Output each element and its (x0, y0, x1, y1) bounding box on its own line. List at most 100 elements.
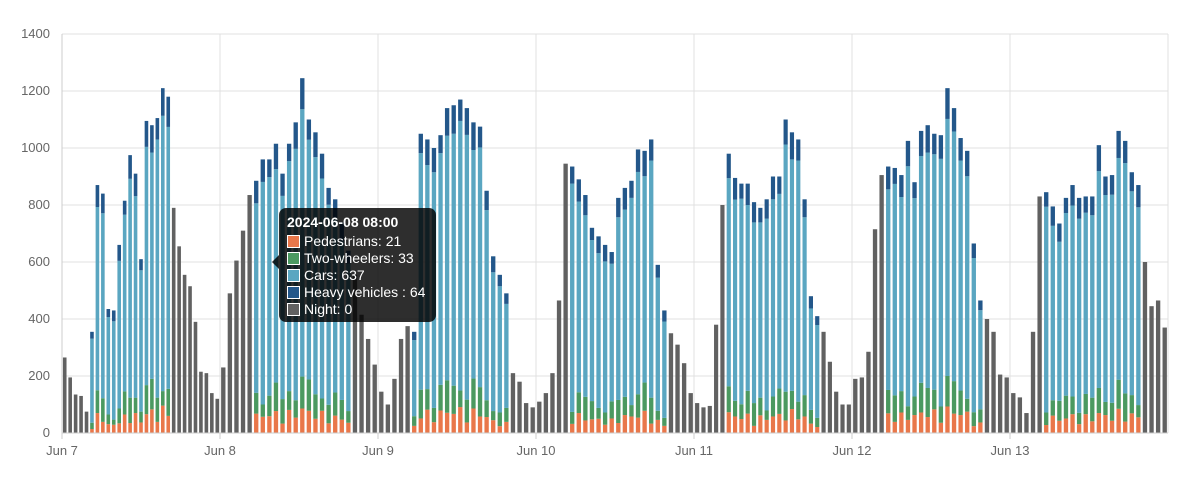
bar-cars (497, 286, 502, 413)
bar-two-wheelers (471, 378, 476, 409)
bar-cars (978, 310, 983, 410)
bar-cars (892, 183, 897, 396)
bar-cars (504, 303, 509, 408)
bar-pedestrians (254, 413, 259, 433)
bar-cars (106, 317, 111, 415)
bar-heavy-vehicles (477, 126, 483, 148)
bar-pedestrians (965, 411, 970, 434)
tooltip-row-cars: Cars: 637 (287, 267, 428, 284)
bar-cars (583, 215, 588, 397)
bar-pedestrians (739, 419, 744, 433)
bar-heavy-vehicles (438, 135, 443, 154)
bar-cars (918, 155, 924, 383)
bar-night (188, 286, 192, 433)
bar-two-wheelers (128, 397, 132, 424)
bar-night (695, 403, 700, 433)
bar-cars (932, 154, 937, 390)
x-tick-label: Jun 13 (990, 443, 1029, 458)
bar-heavy-vehicles (504, 293, 509, 304)
bar-pedestrians (122, 414, 127, 433)
y-tick-label: 800 (28, 197, 50, 212)
bar-heavy-vehicles (293, 122, 298, 149)
y-tick-label: 400 (28, 311, 50, 326)
bar-two-wheelers (655, 410, 660, 420)
bar-pedestrians (616, 423, 621, 433)
bar-two-wheelers (576, 392, 581, 414)
bar-night (372, 364, 377, 433)
bar-cars (128, 178, 132, 398)
tooltip-row-night: Night: 0 (287, 301, 428, 318)
bar-pedestrians (444, 412, 450, 433)
bar-two-wheelers (1103, 401, 1108, 416)
bar-two-wheelers (815, 417, 820, 428)
bar-heavy-vehicles (260, 159, 265, 182)
bar-two-wheelers (796, 401, 801, 420)
bar-two-wheelers (139, 411, 143, 423)
bar-heavy-vehicles (770, 176, 776, 200)
bar-pedestrians (139, 422, 143, 433)
bar-heavy-vehicles (777, 176, 782, 194)
bar-cars (764, 218, 769, 411)
bar-two-wheelers (333, 392, 338, 416)
bar-cars (1070, 205, 1075, 397)
bar-heavy-vehicles (602, 244, 608, 262)
bar-pedestrians (726, 412, 731, 433)
bar-two-wheelers (602, 412, 608, 425)
bar-cars (458, 120, 463, 391)
tooltip-caret (272, 255, 279, 269)
bar-two-wheelers (497, 412, 502, 427)
bar-pedestrians (1096, 413, 1102, 433)
bar-heavy-vehicles (808, 296, 813, 309)
bar-heavy-vehicles (892, 167, 897, 184)
bar-pedestrians (491, 420, 496, 433)
bar-heavy-vehicles (101, 193, 105, 214)
bar-cars (111, 321, 116, 420)
bar-two-wheelers (622, 396, 628, 416)
bar-night (556, 300, 562, 433)
bar-night (517, 381, 522, 433)
bar-cars (155, 139, 160, 398)
bar-night (405, 326, 410, 434)
bar-pedestrians (1123, 421, 1128, 433)
bar-pedestrians (128, 423, 132, 433)
bar-heavy-vehicles (133, 173, 138, 197)
bar-night (171, 207, 176, 433)
bar-heavy-vehicles (596, 236, 601, 254)
bar-heavy-vehicles (111, 310, 116, 322)
bar-heavy-vehicles (484, 190, 489, 211)
bar-two-wheelers (504, 407, 509, 422)
bar-pedestrians (622, 415, 628, 433)
bar-cars (589, 240, 595, 402)
bar-pedestrians (150, 409, 154, 433)
bar-two-wheelers (635, 394, 641, 418)
x-tick-label: Jun 10 (516, 443, 555, 458)
bar-pedestrians (346, 422, 351, 433)
bar-two-wheelers (346, 411, 351, 423)
bar-two-wheelers (122, 391, 127, 415)
bar-night (240, 230, 246, 433)
bar-two-wheelers (1076, 412, 1082, 425)
bar-pedestrians (789, 409, 795, 433)
bar-heavy-vehicles (971, 243, 976, 259)
bar-heavy-vehicles (464, 108, 470, 135)
bar-heavy-vehicles (905, 140, 911, 167)
bar-cars (635, 171, 641, 395)
bar-cars (945, 118, 950, 377)
bar-heavy-vehicles (1050, 206, 1055, 226)
bar-two-wheelers (90, 422, 94, 430)
legend-swatch-pedestrians (287, 235, 300, 248)
bar-two-wheelers (1096, 387, 1102, 414)
bar-two-wheelers (451, 385, 456, 414)
bar-two-wheelers (1063, 395, 1069, 419)
bar-pedestrians (802, 416, 807, 433)
bar-cars (1044, 206, 1049, 413)
bar-pedestrians (412, 425, 417, 434)
bar-night (359, 314, 364, 433)
bar-two-wheelers (300, 376, 305, 409)
bar-pedestrians (484, 417, 489, 433)
bar-pedestrians (745, 413, 750, 433)
bar-heavy-vehicles (300, 78, 305, 110)
bar-two-wheelers (609, 401, 614, 419)
bar-heavy-vehicles (783, 119, 788, 145)
bar-night (379, 391, 384, 433)
